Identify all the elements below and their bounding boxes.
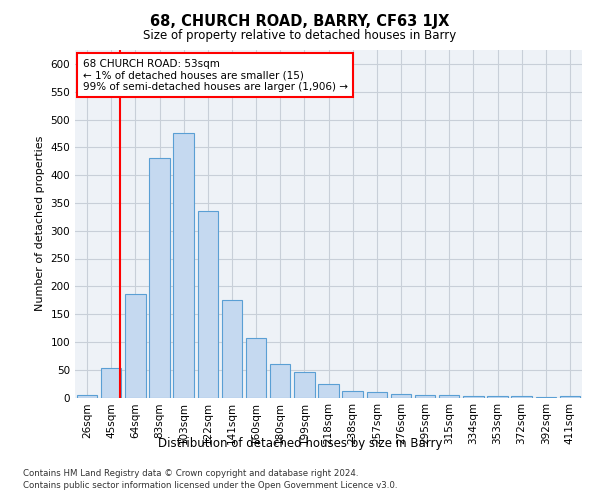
Bar <box>318 384 339 398</box>
Bar <box>391 394 411 398</box>
Bar <box>536 397 556 398</box>
Bar <box>463 396 484 398</box>
Text: Contains public sector information licensed under the Open Government Licence v3: Contains public sector information licen… <box>23 481 397 490</box>
Bar <box>246 338 266 398</box>
Bar <box>367 392 387 398</box>
Bar <box>294 372 314 398</box>
Text: Size of property relative to detached houses in Barry: Size of property relative to detached ho… <box>143 29 457 42</box>
Bar <box>197 211 218 398</box>
Bar <box>415 394 436 398</box>
Y-axis label: Number of detached properties: Number of detached properties <box>35 136 45 312</box>
Bar <box>221 300 242 398</box>
Text: 68 CHURCH ROAD: 53sqm
← 1% of detached houses are smaller (15)
99% of semi-detac: 68 CHURCH ROAD: 53sqm ← 1% of detached h… <box>83 58 347 92</box>
Bar <box>343 391 363 398</box>
Text: Contains HM Land Registry data © Crown copyright and database right 2024.: Contains HM Land Registry data © Crown c… <box>23 469 358 478</box>
Bar <box>101 368 121 398</box>
Text: Distribution of detached houses by size in Barry: Distribution of detached houses by size … <box>158 438 442 450</box>
Bar <box>560 396 580 398</box>
Bar <box>125 294 146 398</box>
Bar <box>270 364 290 398</box>
Bar <box>149 158 170 398</box>
Text: 68, CHURCH ROAD, BARRY, CF63 1JX: 68, CHURCH ROAD, BARRY, CF63 1JX <box>151 14 449 29</box>
Bar <box>77 394 97 398</box>
Bar <box>173 134 194 398</box>
Bar <box>487 396 508 398</box>
Bar <box>439 396 460 398</box>
Bar <box>511 396 532 398</box>
